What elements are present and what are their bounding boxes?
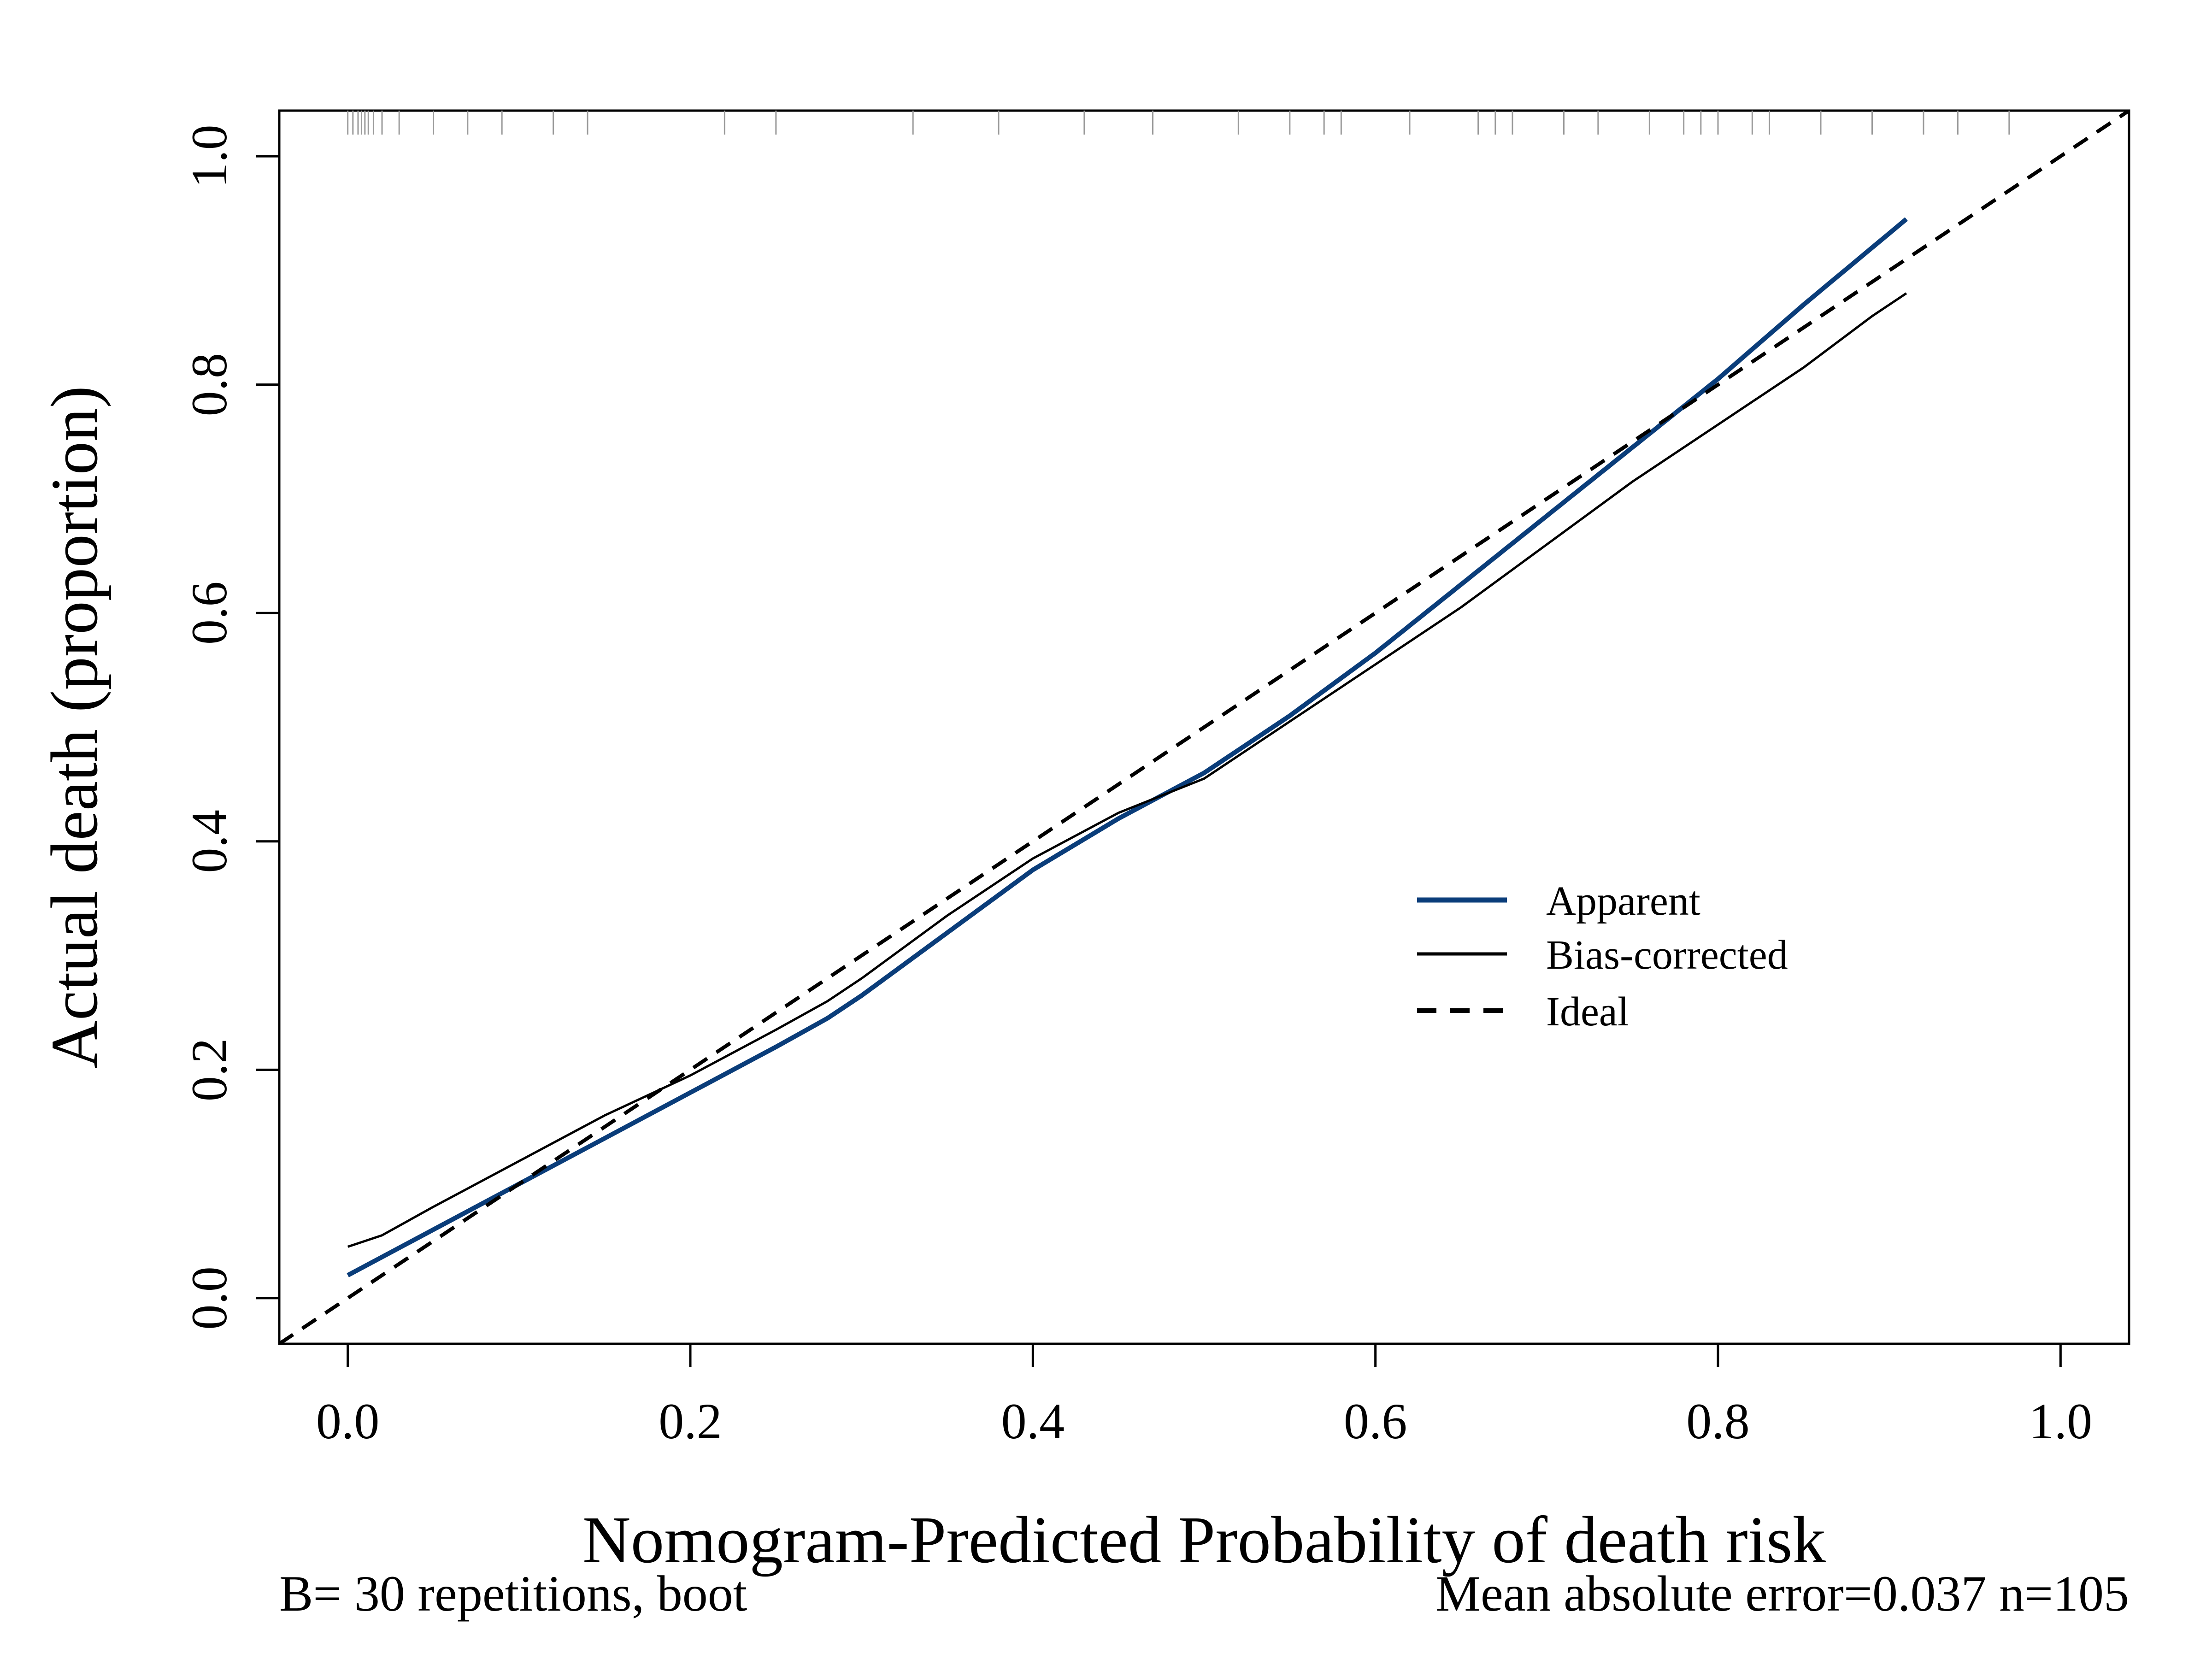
x-tick-label: 0.8 xyxy=(1686,1393,1750,1449)
x-tick-label: 0.6 xyxy=(1344,1393,1407,1449)
plot-frame xyxy=(278,109,2130,1345)
y-tick-label: 0.2 xyxy=(181,1038,237,1102)
series-line-bias-corrected xyxy=(347,292,1907,1248)
legend: Apparent Bias-corrected Ideal xyxy=(1417,878,1788,1035)
y-tick-label: 0.4 xyxy=(181,810,237,873)
series-line-ideal xyxy=(279,111,2129,1344)
x-axis-title: Nomogram-Predicted Probability of death … xyxy=(582,1503,1826,1577)
y-tick-label: 0.6 xyxy=(181,581,237,645)
footer-left-note: B= 30 repetitions, boot xyxy=(279,1565,747,1622)
x-tick-label: 0.4 xyxy=(1001,1393,1065,1449)
rug-marks xyxy=(347,111,2010,135)
series-line-apparent xyxy=(347,217,1908,1277)
legend-label-bias-corrected: Bias-corrected xyxy=(1546,932,1788,978)
x-tick-label: 1.0 xyxy=(2029,1393,2093,1449)
y-axis-title: Actual death (proportion) xyxy=(38,386,112,1069)
legend-label-apparent: Apparent xyxy=(1546,878,1700,924)
y-tick-label: 1.0 xyxy=(181,124,237,188)
x-tick-label: 0.2 xyxy=(659,1393,722,1449)
footer-right-note: Mean absolute error=0.037 n=105 xyxy=(1435,1565,2129,1622)
series-lines xyxy=(279,111,2129,1344)
x-tick-label: 0.0 xyxy=(316,1393,380,1449)
legend-label-ideal: Ideal xyxy=(1546,989,1629,1035)
y-tick-label: 0.0 xyxy=(181,1266,237,1330)
y-tick-label: 0.8 xyxy=(181,353,237,417)
axes: 0.0 0.2 0.4 0.6 0.8 1.0 0.0 0.2 0.4 0.6 0.8 1.0 xyxy=(181,124,2092,1449)
